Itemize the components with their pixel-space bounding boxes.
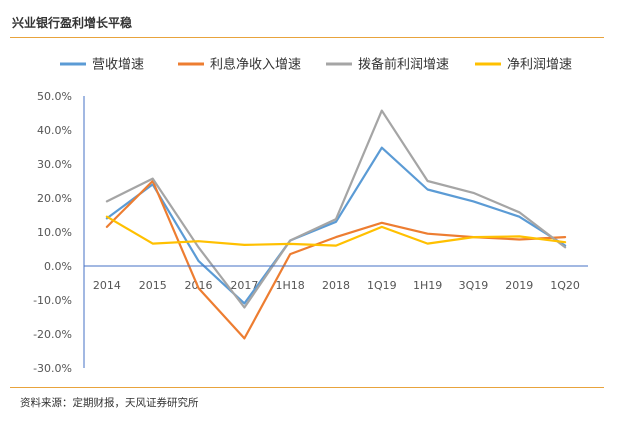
x-tick-label: 1Q20 [550,279,580,292]
x-tick-label: 3Q19 [459,279,489,292]
y-tick-label: -10.0% [33,294,72,307]
y-tick-label: -20.0% [33,328,72,341]
source-note: 资料来源：定期财报，天风证券研究所 [20,397,199,409]
y-axis-ticks: -30.0% -20.0% -10.0% 0.0% 10.0% 20.0% 30.0% 40.… [33,90,72,375]
legend: 营收增速 利息净收入增速 拨备前利润增速 净利润增速 [60,57,572,73]
y-tick-label: -30.0% [33,362,72,375]
y-tick-label: 40.0% [37,124,72,137]
chart-title: 兴业银行盈利增长平稳 [12,16,133,30]
x-tick-label: 2017 [230,279,258,292]
legend-label-3: 拨备前利润增速 [358,57,449,73]
x-tick-label: 2019 [505,279,533,292]
series-line-3 [105,109,567,309]
legend-label-2: 利息净收入增速 [210,57,301,73]
legend-label-1: 营收增速 [92,58,144,73]
y-tick-label: 20.0% [37,192,72,205]
header-rule [10,37,604,38]
axes [83,96,588,368]
x-tick-label: 1H18 [276,279,305,292]
x-tick-label: 1H19 [413,279,442,292]
series-line-1 [105,146,567,305]
series-lines [105,109,567,340]
y-tick-label: 10.0% [37,226,72,239]
x-axis-ticks: 2014 2015 2016 2017 1H18 2018 1Q19 1H19 3Q19 2019… [93,279,580,292]
series-line-2 [105,179,567,340]
x-tick-label: 1Q19 [367,279,397,292]
legend-label-4: 净利润增速 [507,58,572,73]
y-tick-label: 30.0% [37,158,72,171]
x-tick-label: 2018 [322,279,350,292]
y-tick-label: 0.0% [44,260,72,273]
footer-rule [10,387,604,388]
y-tick-label: 50.0% [37,90,72,103]
x-tick-label: 2014 [93,279,121,292]
series-line-4 [105,215,567,247]
x-tick-label: 2015 [139,279,167,292]
